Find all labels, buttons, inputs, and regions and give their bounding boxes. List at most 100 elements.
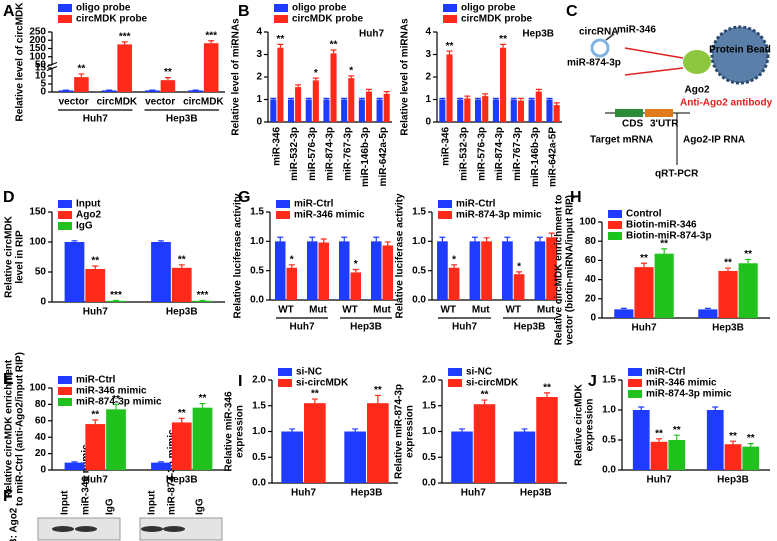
significance-label: ** — [78, 64, 86, 75]
y-tick-label: 50 — [35, 60, 47, 71]
bar — [145, 90, 160, 92]
significance-label: ** — [91, 410, 99, 421]
error-bar — [320, 238, 327, 243]
label: Ago2-IP RNA — [683, 135, 745, 146]
significance-label: ** — [673, 425, 681, 436]
y-tick-label: 40 — [585, 274, 597, 285]
bar — [534, 241, 546, 300]
x-tick-label: miR-346 — [441, 127, 452, 166]
significance-label: * — [290, 254, 294, 265]
legend-swatch — [58, 376, 72, 384]
error-bar — [482, 93, 489, 97]
bar — [546, 237, 557, 300]
bar — [274, 241, 286, 300]
bar — [513, 274, 525, 300]
significance-label: ** — [543, 383, 551, 394]
bar — [350, 272, 362, 300]
bar — [502, 241, 513, 300]
legend-label: Biotin-miR-346 — [626, 220, 697, 231]
x-tick-label: WT — [342, 305, 358, 316]
band — [163, 526, 185, 532]
y-tick-label: 1.0 — [602, 405, 616, 416]
x-tick-label: miR-642a-5P — [548, 127, 559, 187]
label: Target mRNA — [590, 135, 653, 146]
legend-swatch — [58, 4, 72, 12]
legend-label: miR-346 mimic — [76, 386, 147, 397]
error-bar — [277, 236, 284, 242]
error-bar — [78, 73, 85, 78]
y-tick-label: 5 — [40, 79, 46, 90]
bar — [698, 309, 718, 318]
y-tick-label: 40 — [35, 432, 47, 443]
error-bar — [546, 97, 553, 100]
legend-swatch — [438, 211, 452, 219]
bar — [58, 90, 74, 92]
bar — [277, 47, 284, 122]
x-tick-label: Hep3B — [717, 475, 749, 486]
error-bar — [289, 428, 296, 432]
bar — [546, 99, 553, 122]
legend-label: miR-Ctrl — [294, 199, 334, 210]
error-bar — [517, 97, 524, 101]
error-bar — [358, 97, 365, 100]
y-tick-label: 1.5 — [250, 207, 264, 218]
y-tick-label: 2 — [256, 72, 262, 83]
lane-label: miR-874-3p mimic — [167, 429, 178, 515]
x-tick-label: Huh7 — [632, 323, 657, 334]
legend-label: miR-346 mimic — [646, 378, 717, 389]
diagram-c: C circRNA miR-346 miR-874-3p Protein Bea… — [566, 3, 773, 179]
legend-swatch — [58, 387, 72, 395]
error-bar — [504, 236, 511, 242]
error-bar — [121, 41, 128, 45]
x-tick-label: circMDK — [97, 97, 138, 108]
x-tick-label: vector — [145, 97, 175, 108]
y-tick-label: 1.5 — [422, 400, 436, 411]
cds-box — [615, 109, 643, 117]
bar — [668, 440, 686, 470]
group-label: Hep3B — [166, 114, 198, 125]
panel-letter: F — [3, 488, 13, 505]
bar — [376, 99, 383, 122]
y-tick-label: 4 — [425, 27, 431, 38]
error-bar — [510, 97, 517, 100]
bar — [188, 90, 203, 92]
significance-label: * — [354, 259, 358, 270]
legend-swatch — [274, 15, 288, 23]
y-tick-label: 150 — [29, 207, 46, 218]
error-bar — [483, 237, 490, 242]
error-bar — [553, 102, 560, 106]
y-axis-label: expression — [585, 399, 596, 452]
utr-box — [645, 109, 673, 117]
bar — [85, 269, 106, 302]
x-tick-label: miR-874-3p — [494, 127, 505, 181]
label: CDS — [622, 119, 643, 130]
bar — [64, 242, 85, 302]
x-tick-label: Mut — [373, 305, 391, 316]
legend-label: miR-874-3p mimic — [646, 389, 732, 400]
bar — [171, 422, 192, 470]
significance-label: ** — [724, 258, 732, 269]
error-bar — [492, 97, 499, 100]
y-axis-label: Relative level of miRNAs — [400, 18, 411, 136]
legend-swatch — [58, 222, 72, 230]
panel-letter: I — [238, 373, 242, 390]
bar — [338, 241, 350, 300]
group-label: Hep3B — [514, 322, 546, 333]
error-bar — [446, 50, 453, 55]
legend-swatch — [608, 221, 622, 229]
x-tick-label: Hep3B — [520, 488, 552, 499]
y-tick-label: 1.0 — [412, 236, 426, 247]
error-bar — [309, 236, 316, 242]
group-label: Huh7 — [83, 114, 108, 125]
significance-label: *** — [197, 290, 209, 301]
label: qRT-PCR — [655, 169, 699, 180]
blot-f: F IB: Ago2 Input miR-346 mimic IgG Input… — [3, 429, 223, 541]
axis-break — [47, 64, 57, 69]
error-bar — [661, 248, 668, 254]
chart-title: Hep3B — [522, 29, 554, 40]
y-tick-label: 1.0 — [422, 426, 436, 437]
legend-label: si-NC — [296, 367, 322, 378]
x-tick-label: Huh7 — [83, 307, 108, 318]
x-tick-label: miR-576-3p — [307, 127, 318, 181]
